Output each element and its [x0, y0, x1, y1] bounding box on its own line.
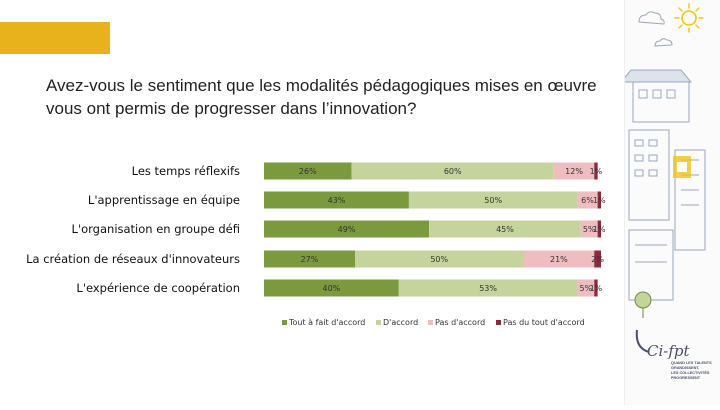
bar-segment [577, 279, 595, 297]
legend-item: D'accord [383, 318, 418, 327]
data-label: 50% [430, 255, 448, 264]
tagline-line-3: LES COLLECTIVITÉS [671, 370, 710, 375]
buildings-icon [619, 69, 706, 301]
bar-segment [264, 191, 409, 209]
tagline-line-1: QUAND LES TALENTS [671, 361, 712, 365]
legend-swatch [376, 320, 381, 325]
bar-segment [523, 250, 595, 268]
bar-segment [580, 220, 598, 238]
logo-text: Ci-fpt [647, 342, 690, 360]
sun-icon [674, 3, 704, 33]
window-accent-icon [673, 156, 691, 178]
category-label: L'apprentissage en équipe [88, 193, 240, 207]
data-label: 43% [328, 196, 346, 205]
data-label: 45% [496, 225, 514, 234]
bar-segment [597, 191, 601, 209]
slide-title: Avez-vous le sentiment que les modalités… [46, 74, 646, 120]
legend-item: Pas d'accord [435, 318, 485, 327]
data-label: 49% [338, 225, 356, 234]
data-label: 53% [479, 284, 497, 293]
data-label: 5% [583, 225, 596, 234]
tree-icon [634, 291, 652, 318]
legend-swatch [496, 320, 501, 325]
bar-segment [351, 162, 554, 180]
legend-item: Tout à fait d'accord [288, 318, 365, 327]
tagline-line-2: GRANDISSENT, [671, 366, 699, 370]
category-label: La création de réseaux d'innovateurs [26, 252, 240, 266]
title-line-2: vous ont permis de progresser dans l’inn… [46, 99, 417, 118]
data-label: 50% [484, 196, 502, 205]
title-line-1: Avez-vous le sentiment que les modalités… [46, 76, 597, 95]
bar-segment [264, 162, 352, 180]
tagline-line-4: PROGRESSENT [671, 376, 701, 380]
bar-segment [264, 250, 355, 268]
data-label: 21% [550, 255, 568, 264]
data-label: 1% [590, 167, 603, 176]
bar-segment [594, 250, 601, 268]
data-label: 6% [581, 196, 594, 205]
category-label: L'organisation en groupe défi [72, 222, 240, 236]
bar-segment [408, 191, 578, 209]
legend-item: Pas du tout d'accord [503, 318, 585, 327]
accent-block [0, 22, 110, 54]
cloud-icon [638, 11, 673, 47]
data-label: 27% [301, 255, 319, 264]
bar-segment [264, 220, 430, 238]
category-label: L'expérience de coopération [76, 281, 240, 295]
stacked-bar-chart: Les temps réflexifs 26% 60% 12% 1% L'apprenti… [26, 162, 606, 327]
data-label: 12% [565, 167, 583, 176]
data-label: 2% [591, 255, 604, 264]
bar-segment [354, 250, 524, 268]
category-label: Les temps réflexifs [132, 164, 240, 178]
data-label: 60% [444, 167, 462, 176]
legend-swatch [282, 320, 287, 325]
bar-segment [594, 162, 598, 180]
bar-segment [553, 162, 595, 180]
decorative-city-illustration: Ci-fpt QUAND LES TALENTS GRANDISSENT, LE… [619, 0, 720, 405]
bar-segment [264, 279, 399, 297]
bar-segment [577, 191, 598, 209]
data-label: 1% [590, 284, 603, 293]
data-label: 1% [593, 225, 606, 234]
data-label: 5% [579, 284, 592, 293]
data-label: 40% [323, 284, 341, 293]
data-label: 26% [299, 167, 317, 176]
data-label: 1% [593, 196, 606, 205]
logo-tagline: QUAND LES TALENTS GRANDISSENT, LES COLLE… [671, 361, 712, 380]
bar-segment [597, 220, 601, 238]
legend-swatch [428, 320, 433, 325]
cifpt-logo: Ci-fpt [635, 329, 690, 360]
bar-segment [429, 220, 581, 238]
bar-segment [398, 279, 578, 297]
bar-segment [594, 279, 598, 297]
